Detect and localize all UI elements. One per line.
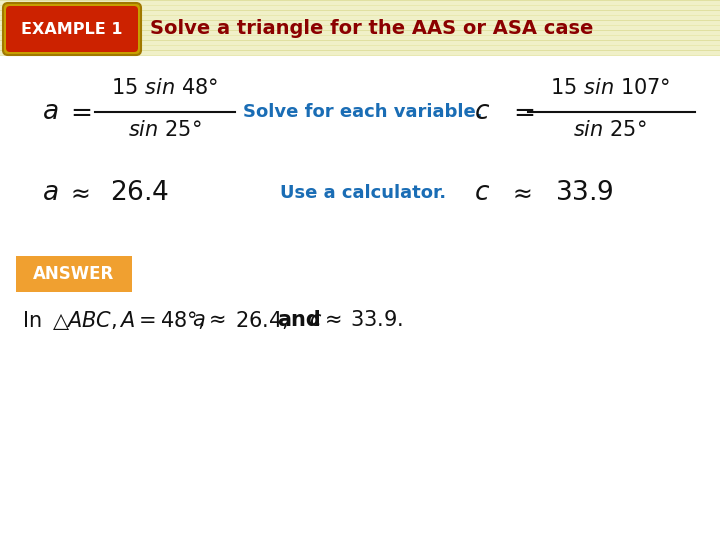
FancyBboxPatch shape <box>16 256 132 292</box>
FancyBboxPatch shape <box>3 3 141 55</box>
Text: $\approx$: $\approx$ <box>66 181 90 205</box>
Text: Solve for each variable.: Solve for each variable. <box>243 103 483 121</box>
Text: $\approx$: $\approx$ <box>508 181 532 205</box>
Text: $\mathit{sin}\ 25°$: $\mathit{sin}\ 25°$ <box>128 120 202 140</box>
Text: $a\approx$: $a\approx$ <box>192 310 226 330</box>
Text: $=$: $=$ <box>65 99 91 125</box>
Text: $15\ \mathit{sin}\ 107°$: $15\ \mathit{sin}\ 107°$ <box>550 78 670 98</box>
Text: and: and <box>277 310 320 330</box>
Bar <box>0 0 720 55</box>
Text: In $\triangle$: In $\triangle$ <box>22 308 70 332</box>
Text: $33.9$: $33.9$ <box>555 180 614 206</box>
Text: $=$: $=$ <box>508 99 534 125</box>
Text: $A = 48°,$: $A = 48°,$ <box>119 309 204 331</box>
Text: $26.4,$: $26.4,$ <box>235 309 288 331</box>
Text: $33.9.$: $33.9.$ <box>350 310 403 330</box>
Text: $c$: $c$ <box>474 180 490 206</box>
Text: $c\approx$: $c\approx$ <box>309 310 342 330</box>
Text: $15\ \mathit{sin}\ 48°$: $15\ \mathit{sin}\ 48°$ <box>112 78 219 98</box>
Text: ANSWER: ANSWER <box>33 265 114 283</box>
Text: $\mathit{sin}\ 25°$: $\mathit{sin}\ 25°$ <box>573 120 647 140</box>
Text: $c$: $c$ <box>474 99 490 125</box>
Text: $\mathit{ABC},$: $\mathit{ABC},$ <box>66 309 117 331</box>
Text: $a$: $a$ <box>42 180 58 206</box>
Text: Use a calculator.: Use a calculator. <box>280 184 446 202</box>
Text: EXAMPLE 1: EXAMPLE 1 <box>22 22 122 37</box>
Text: $a$: $a$ <box>42 99 58 125</box>
FancyBboxPatch shape <box>6 6 138 52</box>
Bar <box>0 55 720 540</box>
Text: $26.4$: $26.4$ <box>110 180 169 206</box>
Text: Solve a triangle for the AAS or ASA case: Solve a triangle for the AAS or ASA case <box>150 19 593 38</box>
